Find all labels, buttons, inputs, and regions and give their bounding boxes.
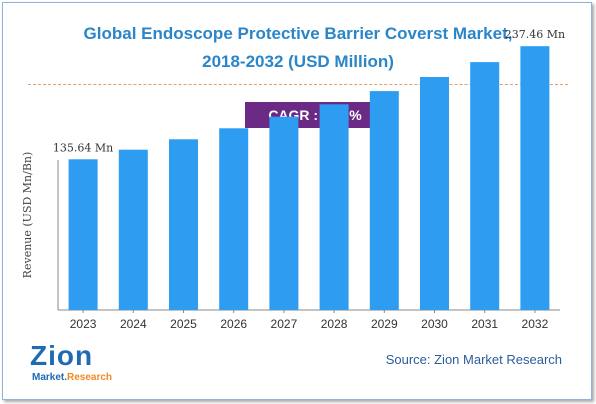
x-tick-label: 2027 [271, 317, 298, 331]
x-tick-label: 2025 [170, 317, 197, 331]
logo-tagline-prefix: Market. [32, 372, 68, 383]
logo-tagline-accent: Research [67, 372, 113, 383]
chart-title-line1: Global Endoscope Protective Barrier Cove… [83, 24, 513, 43]
x-tick-label: 2030 [421, 317, 448, 331]
x-tick-label: 2024 [120, 317, 147, 331]
bar-2026 [219, 128, 249, 310]
x-tick-label: 2023 [70, 317, 97, 331]
bar-2032 [520, 46, 550, 310]
logo-wordmark: Zion [30, 340, 94, 371]
x-tick-label: 2032 [522, 317, 549, 331]
bar-2028 [319, 104, 349, 310]
bar-2023 [68, 159, 98, 310]
chart-title: Global Endoscope Protective Barrier Cove… [0, 20, 596, 76]
x-tick-label: 2026 [220, 317, 247, 331]
bar-2025 [169, 139, 198, 310]
logo-tagline: Market.Research [32, 372, 112, 384]
data-label: 135.64 Mn [53, 141, 113, 154]
x-tick-label: 2031 [471, 317, 498, 331]
source-note: Source: Zion Market Research [385, 352, 562, 367]
data-label: 237.46 Mn [505, 28, 565, 41]
x-tick-label: 2028 [321, 317, 348, 331]
y-axis-label: Revenue (USD Mn/Bn) [21, 151, 34, 279]
bar-2027 [269, 116, 299, 310]
zion-logo: Zion Market.Research [30, 342, 130, 392]
title-divider [28, 84, 568, 85]
bar-2030 [420, 77, 449, 310]
bar-2024 [118, 149, 148, 310]
bar-2031 [470, 62, 500, 310]
chart-title-line2: 2018-2032 (USD Million) [202, 52, 394, 71]
x-tick-label: 2029 [371, 317, 398, 331]
bar-2029 [369, 91, 399, 310]
